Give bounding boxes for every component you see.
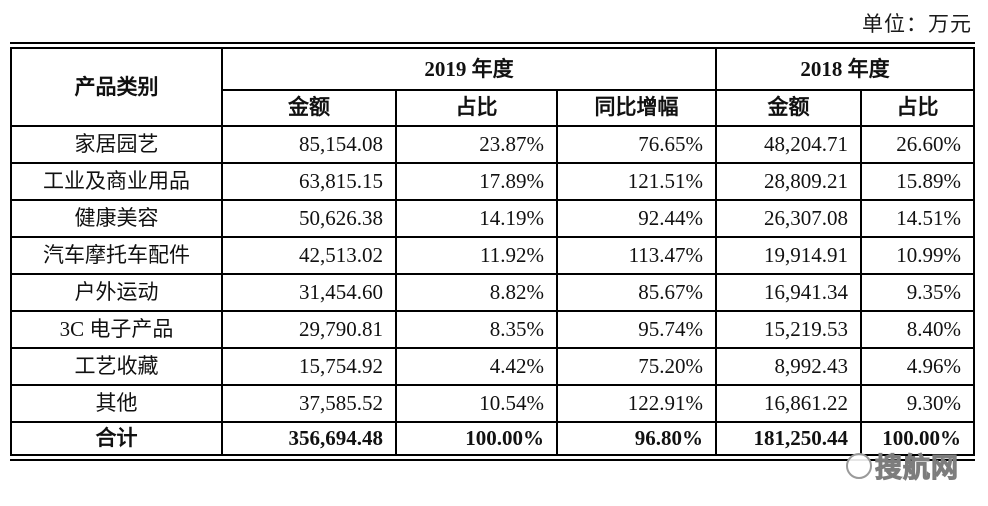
value-cell: 121.51% (555, 161, 718, 201)
category-cell: 合计 (10, 420, 223, 459)
category-cell: 汽车摩托车配件 (10, 235, 223, 275)
unit-label: 单位：万元 (862, 12, 972, 36)
value-cell: 4.42% (395, 346, 558, 386)
table-row: 健康美容 50,626.38 14.19% 92.44% 26,307.08 14.51% (10, 198, 976, 238)
subheader-share-2019: 占比 (395, 88, 558, 127)
table-row: 户外运动 31,454.60 8.82% 85.67% 16,941.34 9.35% (10, 272, 976, 312)
value-cell: 8,992.43 (715, 346, 863, 386)
value-cell: 122.91% (555, 383, 718, 423)
subheader-yoy-growth: 同比增幅 (555, 88, 718, 127)
revenue-by-product-table: 产品类别 2019 年度 2018 年度 金额 占比 同比增幅 金额 占比 家居… (10, 42, 976, 461)
value-cell: 8.35% (395, 309, 558, 349)
value-cell: 48,204.71 (715, 124, 863, 164)
value-cell: 181,250.44 (715, 420, 863, 459)
value-cell: 15,754.92 (221, 346, 397, 386)
value-cell: 16,861.22 (715, 383, 863, 423)
value-cell: 63,815.15 (221, 161, 397, 201)
header-year-2018: 2018 年度 (715, 44, 976, 91)
value-cell: 10.54% (395, 383, 558, 423)
value-cell: 75.20% (555, 346, 718, 386)
value-cell: 29,790.81 (221, 309, 397, 349)
value-cell: 4.96% (860, 346, 976, 386)
value-cell: 19,914.91 (715, 235, 863, 275)
value-cell: 23.87% (395, 124, 558, 164)
value-cell: 37,585.52 (221, 383, 397, 423)
value-cell: 50,626.38 (221, 198, 397, 238)
value-cell: 14.19% (395, 198, 558, 238)
category-cell: 家居园艺 (10, 124, 223, 164)
table-body: 家居园艺 85,154.08 23.87% 76.65% 48,204.71 26.60%… (10, 124, 976, 459)
value-cell: 76.65% (555, 124, 718, 164)
category-cell: 其他 (10, 383, 223, 423)
value-cell: 85,154.08 (221, 124, 397, 164)
value-cell: 26.60% (860, 124, 976, 164)
value-cell: 14.51% (860, 198, 976, 238)
value-cell: 100.00% (395, 420, 558, 459)
value-cell: 31,454.60 (221, 272, 397, 312)
category-cell: 工艺收藏 (10, 346, 223, 386)
table-row: 汽车摩托车配件 42,513.02 11.92% 113.47% 19,914.91 10… (10, 235, 976, 275)
value-cell: 17.89% (395, 161, 558, 201)
total-row: 合计 356,694.48 100.00% 96.80% 181,250.44 100.0… (10, 420, 976, 459)
table-row: 其他 37,585.52 10.54% 122.91% 16,861.22 9.30% (10, 383, 976, 423)
value-cell: 16,941.34 (715, 272, 863, 312)
value-cell: 15,219.53 (715, 309, 863, 349)
value-cell: 8.82% (395, 272, 558, 312)
table-row: 工艺收藏 15,754.92 4.42% 75.20% 8,992.43 4.96% (10, 346, 976, 386)
value-cell: 95.74% (555, 309, 718, 349)
value-cell: 11.92% (395, 235, 558, 275)
subheader-share-2018: 占比 (860, 88, 976, 127)
table-row: 3C 电子产品 29,790.81 8.35% 95.74% 15,219.53 8.40… (10, 309, 976, 349)
value-cell: 96.80% (555, 420, 718, 459)
header-year-2019: 2019 年度 (220, 44, 718, 91)
category-cell: 3C 电子产品 (10, 309, 223, 349)
category-cell: 户外运动 (10, 272, 223, 312)
value-cell: 42,513.02 (221, 235, 397, 275)
value-cell: 15.89% (860, 161, 976, 201)
table-row: 家居园艺 85,154.08 23.87% 76.65% 48,204.71 26.60% (10, 124, 976, 164)
subheader-amount-2019: 金额 (221, 88, 397, 127)
table-row: 工业及商业用品 63,815.15 17.89% 121.51% 28,809.21 15… (10, 161, 976, 201)
value-cell: 28,809.21 (715, 161, 863, 201)
header-category: 产品类别 (10, 44, 223, 127)
subheader-amount-2018: 金额 (715, 88, 863, 127)
value-cell: 113.47% (555, 235, 718, 275)
value-cell: 26,307.08 (715, 198, 863, 238)
value-cell: 9.35% (860, 272, 976, 312)
value-cell: 85.67% (555, 272, 718, 312)
value-cell: 92.44% (555, 198, 718, 238)
value-cell: 10.99% (860, 235, 976, 275)
value-cell: 8.40% (860, 309, 976, 349)
category-cell: 工业及商业用品 (10, 161, 223, 201)
value-cell: 100.00% (860, 420, 976, 459)
table-header: 产品类别 2019 年度 2018 年度 金额 占比 同比增幅 金额 占比 (10, 44, 976, 127)
category-cell: 健康美容 (10, 198, 223, 238)
value-cell: 9.30% (860, 383, 976, 423)
value-cell: 356,694.48 (221, 420, 397, 459)
